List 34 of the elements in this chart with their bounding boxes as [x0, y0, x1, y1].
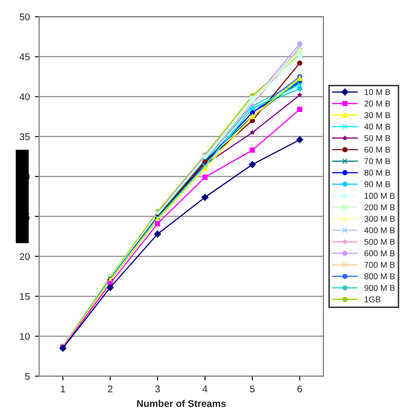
legend-label: 10 M B [364, 89, 390, 96]
x-tick-label: 5 [250, 386, 255, 392]
legend-label: 20 M B [364, 100, 390, 107]
y-tick-label: 10 [20, 332, 30, 340]
y-tick-label: 35 [20, 133, 30, 140]
legend-label: 80 M B [364, 170, 390, 176]
x-tick-label: 4 [202, 386, 208, 392]
y-tick-label: 20 [20, 253, 30, 260]
legend-label: 70 M B [364, 158, 390, 164]
x-tick-label: 3 [155, 385, 160, 392]
legend-label: 800 M B [364, 273, 395, 280]
x-tick-label: 6 [298, 385, 302, 392]
legend-label: 900 M B [364, 284, 395, 291]
legend-label: 600 M B [364, 250, 395, 256]
legend-label: 400 M B [364, 227, 395, 234]
legend-label: 100 M B [364, 192, 395, 199]
legend-label: 700 M B [364, 262, 395, 268]
y-tick-label: 40 [20, 93, 30, 100]
legend-label: 40 M B [364, 124, 390, 130]
y-tick-label: 5 [25, 373, 30, 380]
legend-label: 60 M B [364, 146, 390, 153]
x-tick-label: 2 [108, 385, 112, 392]
x-tick-label: 1 [60, 386, 66, 392]
legend-label: 90 M B [364, 181, 390, 188]
y-tick-label: 45 [20, 53, 30, 60]
legend-label: 1GB [364, 296, 380, 302]
y-tick-label: 15 [20, 293, 30, 300]
legend-label: 50 M B [364, 135, 390, 142]
x-axis-title: Number of Streams [137, 400, 226, 407]
legend-label: 200 M B [364, 204, 395, 210]
legend-label: 500 M B [364, 238, 395, 245]
y-tick-label: 50 [20, 13, 30, 20]
legend-label: 300 M B [364, 216, 395, 222]
legend-label: 30 M B [364, 112, 390, 118]
